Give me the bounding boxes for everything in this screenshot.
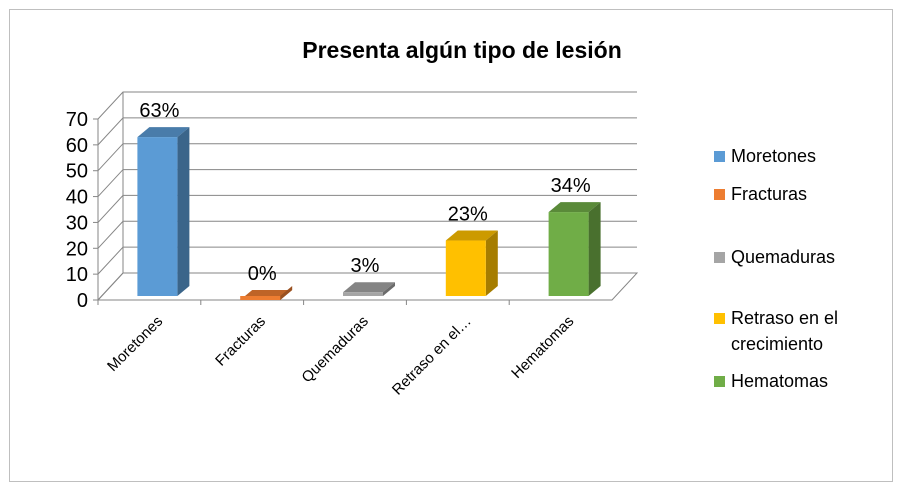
legend-label: Hematomas <box>731 371 829 391</box>
bar-side <box>485 230 498 296</box>
legend-label: Quemaduras <box>731 247 836 267</box>
legend-item: Retraso en el crecimiento <box>714 305 874 357</box>
value-label: 0% <box>248 263 277 285</box>
bar-side <box>588 202 601 296</box>
value-label: 3% <box>351 255 380 277</box>
bar-front <box>343 292 383 296</box>
legend-label: Fracturas <box>731 184 808 204</box>
bar <box>137 127 190 296</box>
bar <box>548 202 601 296</box>
y-tick-label: 10 <box>66 264 88 286</box>
y-tick-label: 40 <box>66 187 88 209</box>
y-tick-label: 20 <box>66 238 88 260</box>
y-tick-label: 0 <box>77 290 88 312</box>
legend-swatch <box>714 252 725 263</box>
y-tick-label: 70 <box>66 109 88 131</box>
y-tick-label: 60 <box>66 135 88 157</box>
bar-front <box>240 296 281 300</box>
bar-top <box>137 127 190 138</box>
bar-side <box>177 127 190 296</box>
legend-swatch <box>714 376 725 387</box>
bar <box>240 286 293 300</box>
bar-front <box>445 240 486 296</box>
bar <box>343 282 395 296</box>
bar-side <box>383 282 395 296</box>
bar-top <box>343 282 395 293</box>
bar-top <box>548 202 601 213</box>
y-tick-label: 50 <box>66 161 88 183</box>
bar-top <box>445 230 498 241</box>
bar <box>445 230 498 296</box>
bar-front <box>548 212 589 296</box>
value-label: 34% <box>551 175 591 197</box>
legend-item: Moretones <box>714 143 874 169</box>
legend-item: Fracturas <box>714 181 874 207</box>
bar-side <box>280 286 293 300</box>
value-label: 23% <box>448 204 488 226</box>
legend-item: Hematomas <box>714 368 874 394</box>
legend-swatch <box>714 189 725 200</box>
legend-label: Moretones <box>731 146 817 166</box>
value-label: 63% <box>139 100 179 122</box>
legend-swatch <box>714 151 725 162</box>
legend-label: Retraso en el crecimiento <box>731 308 839 354</box>
chart-title: Presenta algún tipo de lesión <box>302 37 622 63</box>
y-tick-label: 30 <box>66 212 88 234</box>
legend-item: Quemaduras <box>714 244 874 270</box>
bar-front <box>137 137 178 296</box>
legend-swatch <box>714 313 725 324</box>
